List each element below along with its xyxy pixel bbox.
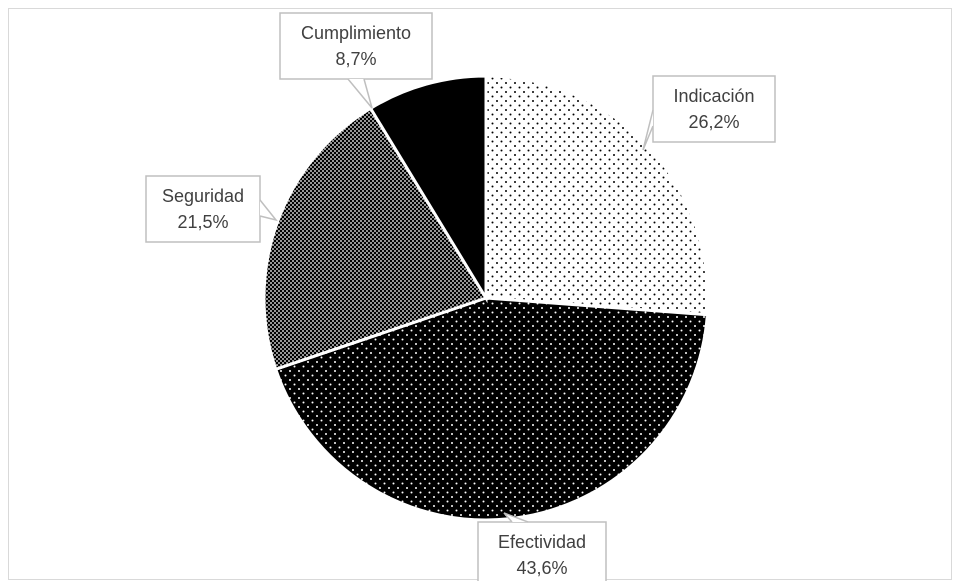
callout-box (652, 75, 776, 143)
pie-slice-cumplimiento (368, 74, 488, 304)
callout-box (477, 521, 607, 581)
pie-slices (262, 74, 710, 522)
data-label-indicacion: Indicación 26,2% (642, 75, 776, 151)
slice-value-label: 21,5% (177, 212, 228, 232)
data-label-cumplimiento: Cumplimiento 8,7% (279, 12, 433, 109)
slice-value-label: 8,7% (335, 49, 376, 69)
slice-value-label: 43,6% (516, 558, 567, 578)
data-label-callouts: Indicación 26,2% Efectividad 43,6% Seguridad… (145, 12, 776, 581)
slice-category-label: Seguridad (162, 186, 244, 206)
slice-category-label: Cumplimiento (301, 23, 411, 43)
slice-category-label: Efectividad (498, 532, 586, 552)
callout-pointer (503, 512, 529, 523)
slice-value-label: 26,2% (688, 112, 739, 132)
data-label-efectividad: Efectividad 43,6% (477, 512, 607, 581)
callout-pointer (259, 199, 278, 222)
data-label-seguridad: Seguridad 21,5% (145, 175, 278, 243)
pie-slice-indicacion (484, 74, 710, 317)
callout-pointer (347, 78, 373, 109)
callout-box (279, 12, 433, 80)
slice-category-label: Indicación (673, 86, 754, 106)
callout-pointer (642, 109, 654, 151)
callout-box (145, 175, 261, 243)
pie-slice-seguridad (262, 106, 489, 372)
